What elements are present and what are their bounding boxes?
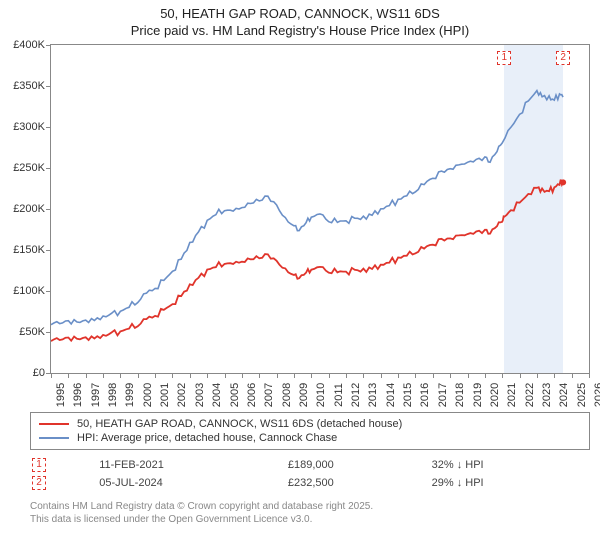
attribution: Contains HM Land Registry data © Crown c… bbox=[30, 500, 590, 526]
x-axis-tick-label: 2025 bbox=[576, 383, 588, 407]
x-axis-tick-label: 2008 bbox=[281, 383, 293, 407]
txn-delta: 29% ↓ HPI bbox=[432, 474, 590, 492]
x-axis-tick-label: 1995 bbox=[55, 383, 67, 407]
x-axis-tick-label: 1997 bbox=[90, 383, 102, 407]
y-axis-tick-label: £150K bbox=[1, 244, 45, 256]
chart-marker-badge: 1 bbox=[497, 51, 511, 65]
chart-svg bbox=[51, 45, 589, 373]
x-axis-tick-label: 2001 bbox=[159, 383, 171, 407]
table-row: 1 11-FEB-2021 £189,000 32% ↓ HPI bbox=[32, 456, 590, 474]
x-axis-tick-label: 2011 bbox=[333, 383, 345, 407]
x-axis-tick-label: 2021 bbox=[506, 383, 518, 407]
txn-delta: 32% ↓ HPI bbox=[432, 456, 590, 474]
chart-footer: 50, HEATH GAP ROAD, CANNOCK, WS11 6DS (d… bbox=[30, 412, 590, 526]
attribution-line: This data is licensed under the Open Gov… bbox=[30, 513, 590, 526]
x-axis-tick-label: 2005 bbox=[229, 383, 241, 407]
x-axis-tick-label: 2018 bbox=[454, 383, 466, 407]
title-line-1: 50, HEATH GAP ROAD, CANNOCK, WS11 6DS bbox=[0, 6, 600, 21]
chart-title-block: 50, HEATH GAP ROAD, CANNOCK, WS11 6DS Pr… bbox=[0, 0, 600, 40]
attribution-line: Contains HM Land Registry data © Crown c… bbox=[30, 500, 590, 513]
legend-label: HPI: Average price, detached house, Cann… bbox=[77, 432, 337, 444]
txn-date: 11-FEB-2021 bbox=[99, 456, 288, 474]
x-axis-tick-label: 2000 bbox=[142, 383, 154, 407]
series-end-marker bbox=[560, 179, 566, 185]
x-axis-tick-label: 2024 bbox=[558, 383, 570, 407]
legend-swatch bbox=[39, 423, 69, 425]
y-axis-tick-label: £0 bbox=[1, 367, 45, 379]
x-axis-tick-label: 2006 bbox=[246, 383, 258, 407]
x-axis-tick-label: 2022 bbox=[524, 383, 536, 407]
transactions-table: 1 11-FEB-2021 £189,000 32% ↓ HPI 2 05-JU… bbox=[32, 456, 590, 492]
txn-price: £232,500 bbox=[288, 474, 432, 492]
marker-badge: 1 bbox=[32, 458, 46, 472]
y-axis-tick-label: £100K bbox=[1, 285, 45, 297]
x-axis-tick-label: 2013 bbox=[367, 383, 379, 407]
x-axis-tick-label: 1999 bbox=[124, 383, 136, 407]
y-axis-tick-label: £350K bbox=[1, 80, 45, 92]
x-axis-tick-label: 2023 bbox=[541, 383, 553, 407]
legend-box: 50, HEATH GAP ROAD, CANNOCK, WS11 6DS (d… bbox=[30, 412, 590, 450]
x-axis-tick-label: 2016 bbox=[419, 383, 431, 407]
txn-date: 05-JUL-2024 bbox=[99, 474, 288, 492]
x-axis-tick-label: 2026 bbox=[593, 383, 600, 407]
series-hpi bbox=[51, 91, 563, 325]
x-axis-tick-label: 1996 bbox=[72, 383, 84, 407]
x-axis-tick-label: 2004 bbox=[211, 383, 223, 407]
series-price_paid bbox=[51, 180, 563, 342]
y-axis-tick-label: £200K bbox=[1, 203, 45, 215]
x-axis-tick-label: 2003 bbox=[194, 383, 206, 407]
txn-price: £189,000 bbox=[288, 456, 432, 474]
x-axis-tick-label: 2020 bbox=[489, 383, 501, 407]
x-axis-tick-label: 2010 bbox=[315, 383, 327, 407]
x-axis-tick-label: 1998 bbox=[107, 383, 119, 407]
title-line-2: Price paid vs. HM Land Registry's House … bbox=[0, 23, 600, 38]
y-axis-tick-label: £50K bbox=[1, 326, 45, 338]
y-axis-tick-label: £400K bbox=[1, 39, 45, 51]
legend-row: 50, HEATH GAP ROAD, CANNOCK, WS11 6DS (d… bbox=[39, 417, 581, 431]
table-row: 2 05-JUL-2024 £232,500 29% ↓ HPI bbox=[32, 474, 590, 492]
legend-label: 50, HEATH GAP ROAD, CANNOCK, WS11 6DS (d… bbox=[77, 418, 402, 430]
marker-badge: 2 bbox=[32, 476, 46, 490]
x-axis-tick-label: 2009 bbox=[298, 383, 310, 407]
x-axis-tick-label: 2017 bbox=[437, 383, 449, 407]
legend-swatch bbox=[39, 437, 69, 439]
x-axis-tick-label: 2019 bbox=[472, 383, 484, 407]
x-axis-tick-label: 2012 bbox=[350, 383, 362, 407]
chart-plot-area: £0£50K£100K£150K£200K£250K£300K£350K£400… bbox=[50, 44, 590, 374]
x-axis-tick-label: 2007 bbox=[263, 383, 275, 407]
x-axis-tick-label: 2015 bbox=[402, 383, 414, 407]
chart-marker-badge: 2 bbox=[556, 51, 570, 65]
y-axis-tick-label: £300K bbox=[1, 121, 45, 133]
x-axis-tick-label: 2014 bbox=[385, 383, 397, 407]
x-axis-tick-label: 2002 bbox=[176, 383, 188, 407]
y-axis-tick-label: £250K bbox=[1, 162, 45, 174]
legend-row: HPI: Average price, detached house, Cann… bbox=[39, 431, 581, 445]
